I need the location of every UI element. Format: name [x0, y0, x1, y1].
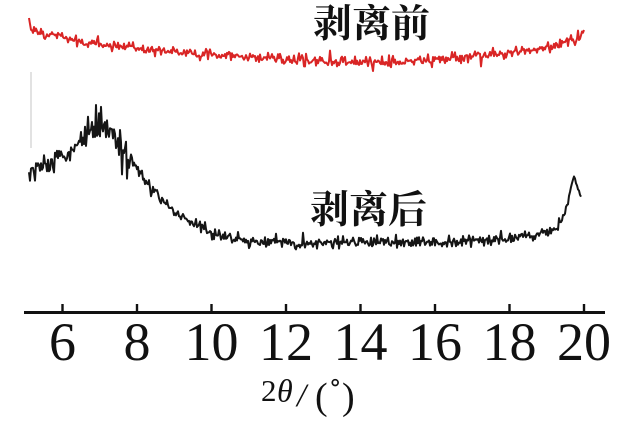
svg-text:10: 10 — [185, 312, 239, 372]
svg-text:20: 20 — [557, 312, 611, 372]
svg-text:18: 18 — [483, 312, 537, 372]
svg-text:): ) — [342, 376, 355, 418]
svg-text:12: 12 — [259, 312, 313, 372]
svg-text:14: 14 — [334, 312, 388, 372]
svg-text:2: 2 — [261, 373, 277, 408]
svg-text:8: 8 — [124, 312, 151, 372]
svg-text:/: / — [295, 378, 309, 414]
svg-text:(: ( — [315, 376, 328, 418]
svg-text:16: 16 — [408, 312, 462, 372]
svg-text:6: 6 — [49, 312, 76, 372]
svg-text:θ: θ — [277, 373, 293, 409]
